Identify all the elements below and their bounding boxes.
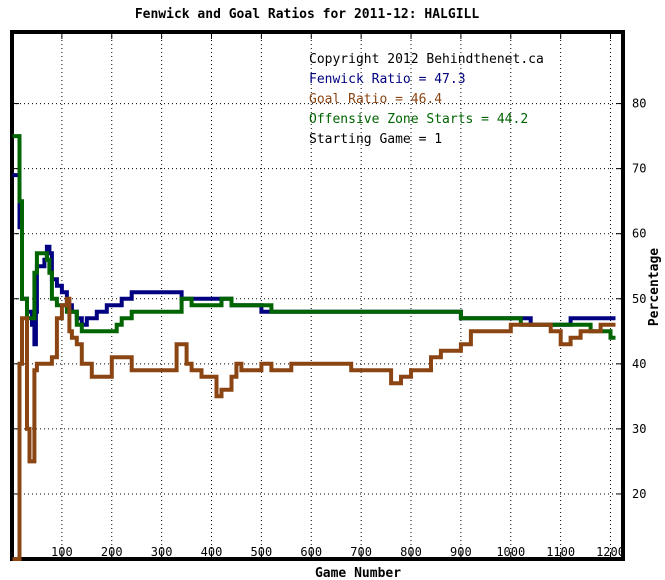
y-tick-label: 40 [632,357,646,371]
x-tick-label: 300 [151,545,173,559]
x-tick-label: 400 [201,545,223,559]
y-tick-label: 20 [632,487,646,501]
x-axis-label: Game Number [315,566,401,580]
x-tick-label: 100 [51,545,73,559]
x-tick-labels: 100 200 300 400 500 600 700 800 900 1000 1100 1200 [51,545,625,559]
y-tick-label: 60 [632,227,646,241]
annotation-line-4: Offensive Zone Starts = 44.2 [309,112,528,127]
x-tick-label: 1200 [596,545,625,559]
x-tick-label: 1000 [496,545,525,559]
x-tick-label: 900 [450,545,472,559]
x-tick-label: 500 [251,545,273,559]
y-tick-label: 80 [632,97,646,111]
series-layer [12,134,616,561]
annotation-block: Copyright 2012 Behindthenet.ca Fenwick Ra… [309,52,544,147]
offensive-zone-starts-line [12,134,616,340]
annotation-line-2: Fenwick Ratio = 47.3 [309,72,466,87]
annotation-line-5: Starting Game = 1 [309,132,442,147]
chart-title: Fenwick and Goal Ratios for 2011-12: HAL… [135,7,480,22]
x-tick-label: 600 [300,545,322,559]
annotation-line-3: Goal Ratio = 46.4 [309,92,442,107]
y-tick-label: 50 [632,292,646,306]
y-tick-labels: 20 30 40 50 60 70 80 [632,97,646,501]
goal-ratio-line [12,296,616,561]
y-tick-label: 70 [632,162,646,176]
plot-frame [10,30,625,561]
annotation-line-1: Copyright 2012 Behindthenet.ca [309,52,544,67]
y-tick-label: 30 [632,422,646,436]
x-tick-label: 200 [101,545,123,559]
y-axis-label: Percentage [647,248,662,326]
x-tick-label: 1100 [546,545,575,559]
x-tick-label: 800 [400,545,422,559]
x-tick-label: 700 [350,545,372,559]
